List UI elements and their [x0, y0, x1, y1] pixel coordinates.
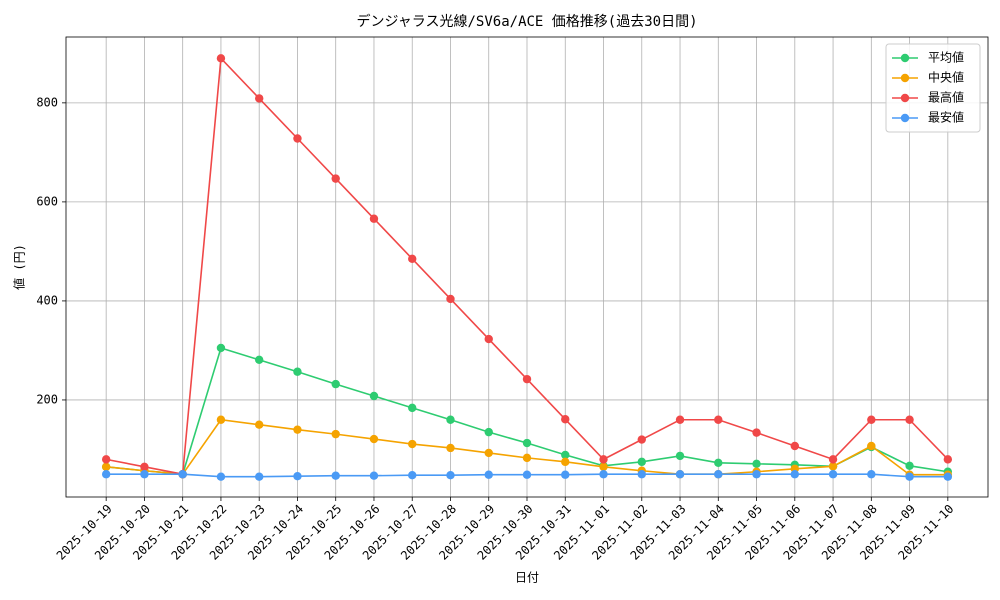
legend-label: 最高値 — [928, 90, 964, 105]
data-point — [714, 415, 723, 424]
data-point — [522, 470, 532, 479]
x-axis-label: 日付 — [515, 571, 539, 585]
data-point — [637, 435, 646, 444]
data-point — [178, 470, 187, 479]
data-point — [369, 434, 379, 444]
data-point — [140, 470, 149, 479]
data-point — [828, 462, 838, 471]
data-point — [599, 455, 608, 464]
data-point — [484, 334, 493, 344]
data-point — [331, 471, 340, 480]
data-point — [828, 455, 838, 464]
data-point — [216, 54, 226, 63]
data-point — [369, 391, 379, 401]
data-point — [101, 462, 111, 471]
data-point — [331, 379, 340, 389]
data-point — [369, 214, 379, 223]
data-point — [101, 455, 111, 464]
data-point — [484, 448, 493, 458]
data-point — [790, 441, 800, 451]
y-tick-label: 400 — [36, 293, 58, 307]
data-point — [216, 343, 226, 353]
legend-box — [885, 43, 981, 133]
data-point — [637, 457, 646, 467]
data-point — [867, 415, 876, 424]
data-point — [599, 470, 608, 479]
data-point — [522, 438, 532, 448]
data-point — [408, 471, 417, 480]
data-point — [254, 420, 264, 429]
data-point — [943, 455, 953, 464]
legend-label: 平均値 — [928, 50, 964, 65]
data-point — [790, 470, 800, 479]
data-point — [293, 472, 302, 481]
data-point — [140, 462, 149, 471]
y-axis-label: 値 (円) — [12, 244, 27, 290]
data-point — [675, 451, 685, 461]
y-tick-label: 200 — [36, 392, 58, 406]
data-point — [675, 415, 685, 424]
data-point — [905, 472, 914, 481]
data-point — [561, 470, 570, 479]
data-point — [943, 472, 953, 481]
data-point — [752, 428, 761, 437]
data-point — [714, 470, 723, 479]
data-point — [484, 470, 493, 479]
data-point — [561, 457, 570, 467]
data-point — [254, 94, 264, 103]
data-point — [408, 439, 417, 449]
y-tick-label: 800 — [36, 95, 58, 109]
legend-label: 最安値 — [928, 110, 964, 125]
data-point — [101, 470, 111, 479]
data-point — [446, 415, 455, 424]
y-tick-label: 600 — [36, 194, 58, 208]
data-point — [599, 462, 608, 471]
chart-title: デンジャラス光線/SV6a/ACE 価格推移(過去30日間) — [356, 13, 697, 30]
data-point — [254, 355, 264, 365]
data-point — [714, 458, 723, 468]
data-point — [331, 174, 340, 183]
data-point — [216, 415, 226, 424]
data-point — [293, 134, 302, 143]
data-point — [905, 415, 914, 424]
data-point — [446, 294, 455, 304]
data-point — [867, 470, 876, 479]
data-point — [331, 429, 340, 439]
data-point — [828, 470, 838, 479]
data-point — [484, 427, 493, 437]
data-point — [293, 425, 302, 434]
data-point — [293, 367, 302, 376]
data-point — [446, 443, 455, 453]
data-point — [637, 470, 646, 479]
data-point — [408, 254, 417, 264]
data-point — [675, 470, 685, 479]
data-point — [752, 470, 761, 479]
plot-frame — [65, 36, 989, 498]
legend-marker — [900, 53, 910, 63]
legend-marker — [900, 73, 910, 83]
data-point — [561, 415, 570, 424]
data-point — [254, 472, 264, 481]
data-point — [216, 472, 226, 481]
data-point — [522, 374, 532, 384]
data-point — [446, 471, 455, 480]
data-point — [369, 471, 379, 480]
legend-marker — [900, 113, 910, 123]
legend-label: 中央値 — [928, 70, 964, 85]
data-point — [522, 453, 532, 463]
data-point — [867, 441, 876, 451]
data-point — [752, 459, 761, 469]
data-point — [408, 403, 417, 413]
data-point — [561, 450, 570, 460]
data-point — [905, 461, 914, 471]
legend-marker — [900, 93, 910, 103]
